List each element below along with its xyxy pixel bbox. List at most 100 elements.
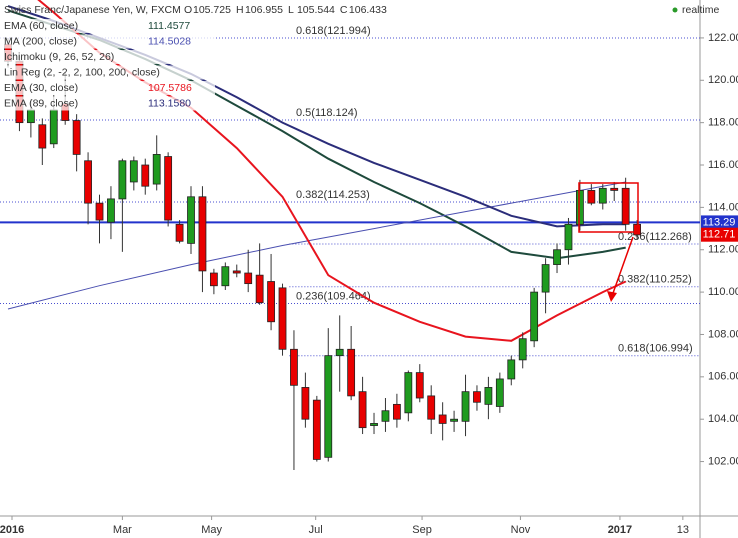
y-tick-label: 104.00 <box>708 413 738 425</box>
indicator-line <box>7 181 626 310</box>
highlight-box <box>578 182 639 233</box>
legend-bg <box>0 81 215 95</box>
candle-body <box>129 160 138 183</box>
x-tick-label: Nov <box>511 524 531 536</box>
candle-body <box>484 387 493 405</box>
candle-body <box>232 270 241 274</box>
legend-value: 114.5028 <box>148 35 191 47</box>
legend-value: 113.1580 <box>148 97 191 109</box>
ohlc-key: O <box>184 4 192 16</box>
candle-body <box>244 272 253 285</box>
ohlc-key: C <box>340 4 348 16</box>
candle-body <box>335 348 344 357</box>
status: realtime <box>682 4 720 16</box>
y-tick-label: 112.00 <box>708 244 738 256</box>
candle-body <box>267 281 275 323</box>
arrow-shaft <box>611 236 634 297</box>
candle-body <box>255 274 264 304</box>
candle-body <box>187 196 195 244</box>
candle-body <box>473 391 481 403</box>
x-tick-label: Mar <box>113 524 132 536</box>
candle-body <box>290 348 298 386</box>
x-tick-label: Jul <box>309 524 323 536</box>
candle-body <box>530 291 539 342</box>
candle-body <box>392 403 401 420</box>
candle-body <box>26 109 35 124</box>
ohlc-key: H <box>236 4 244 16</box>
candle-body <box>507 359 516 380</box>
y-tick-label: 106.00 <box>708 371 738 383</box>
candle-body <box>553 249 561 265</box>
candle-body <box>141 164 150 187</box>
price-box <box>701 215 738 230</box>
legend-name: EMA (60, close) <box>4 20 78 32</box>
candle-body <box>347 348 356 397</box>
candle-body <box>621 187 630 225</box>
candle-body <box>209 272 218 287</box>
ohlc-value: 105.544 <box>297 4 335 16</box>
legend: Swiss Franc/Japanese Yen, W, FXCM O 105.7… <box>0 4 387 111</box>
ohlc-value: 106.433 <box>349 4 387 16</box>
candle-body <box>95 202 104 221</box>
candle-body <box>221 266 230 287</box>
ohlc-value: 106.955 <box>245 4 283 16</box>
x-tick-label: May <box>201 524 222 536</box>
status-dot <box>672 7 678 13</box>
candle-body <box>118 160 127 200</box>
price-box-label: 113.29 <box>703 216 736 228</box>
y-tick-label: 114.00 <box>708 201 738 213</box>
candle-body <box>358 391 367 429</box>
candle-body <box>610 187 619 191</box>
candle-body <box>438 414 447 424</box>
candle-body <box>301 387 310 420</box>
legend-bg <box>0 34 215 49</box>
x-tick-label: 13 <box>677 524 689 536</box>
price-box-label: 112.71 <box>703 229 736 241</box>
candle-body <box>598 187 607 204</box>
candle-body <box>587 190 596 204</box>
candle-body <box>84 160 92 204</box>
candle-body <box>450 418 458 422</box>
legend-name: EMA (89, close) <box>4 97 78 109</box>
fib-label: 0.5(118.124) <box>296 107 358 119</box>
candle-body <box>541 264 550 293</box>
ohlc-value: 105.725 <box>193 4 231 16</box>
y-tick-label: 120.00 <box>708 74 738 86</box>
fib-label: 0.236(109.464) <box>296 290 371 302</box>
candle-body <box>564 223 573 251</box>
candle-body <box>324 355 333 458</box>
legend-value: 107.5786 <box>148 82 192 94</box>
candle-body <box>38 124 47 149</box>
legend-bg <box>0 50 215 64</box>
x-tick-label: 2017 <box>608 524 632 536</box>
fib-label: 0.618(121.994) <box>296 25 371 37</box>
y-tick-label: 108.00 <box>708 328 738 340</box>
fib-label: 0.382(110.252) <box>618 274 692 286</box>
candle-body <box>107 198 115 223</box>
candle-body <box>198 196 207 272</box>
y-tick-label: 116.00 <box>708 159 738 171</box>
candle-body <box>370 423 378 426</box>
candle-body <box>312 399 321 460</box>
candle-body <box>72 120 81 155</box>
y-tick-label: 102.00 <box>708 455 738 467</box>
candle-body <box>175 223 184 242</box>
legend-name: MA (200, close) <box>4 35 77 47</box>
candle-body <box>461 391 470 422</box>
legend-bg <box>0 65 215 80</box>
y-tick-label: 118.00 <box>708 117 738 129</box>
candle-body <box>404 372 413 414</box>
legend-name: Lin Reg (2, -2, 2, 100, 200, close) <box>4 66 160 78</box>
legend-value: 111.4577 <box>148 20 190 32</box>
candle-body <box>49 109 58 145</box>
candle-body <box>518 338 527 361</box>
legend-name: EMA (30, close) <box>4 82 78 94</box>
candle-body <box>576 190 584 225</box>
fib-label: 0.618(106.994) <box>618 343 693 355</box>
candle-body <box>495 378 504 407</box>
legend-bg <box>0 19 215 33</box>
candle-body <box>381 410 390 422</box>
candle-body <box>152 154 161 185</box>
annotations <box>578 182 639 302</box>
